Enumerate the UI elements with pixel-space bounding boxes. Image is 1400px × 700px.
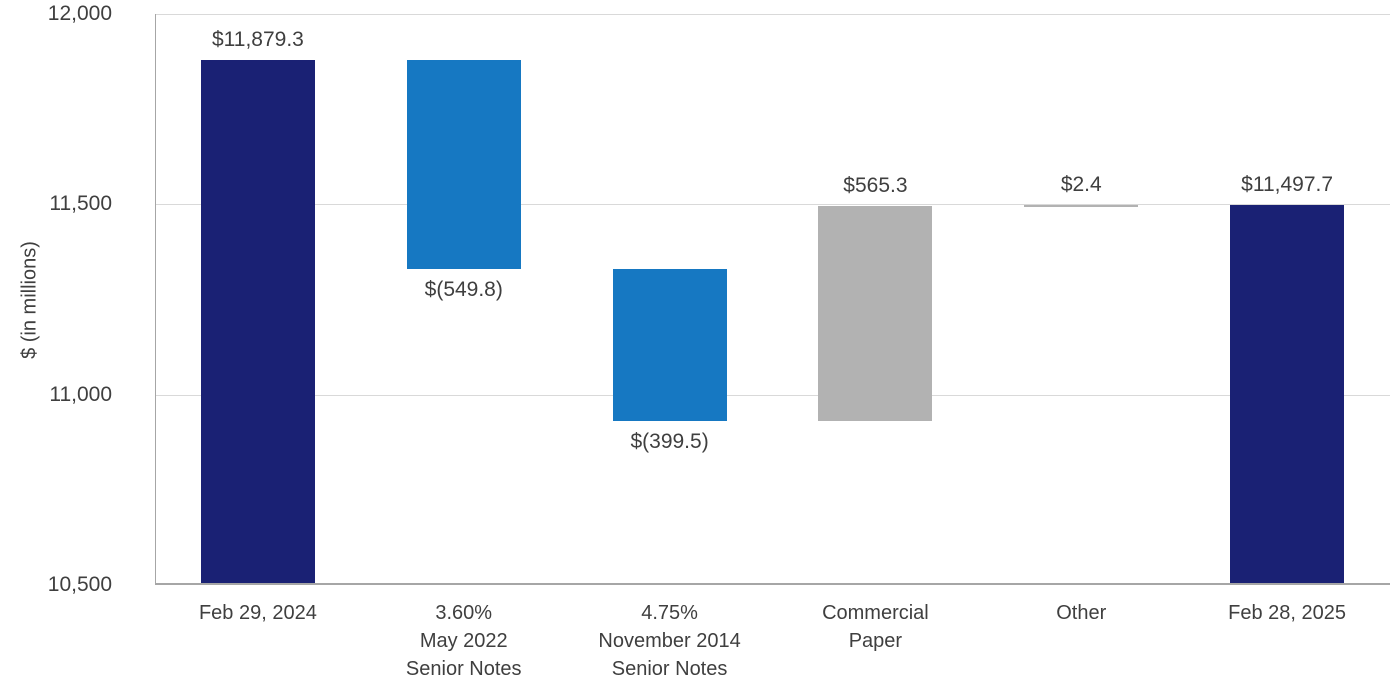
category-line: Feb 28, 2025 <box>1228 602 1346 624</box>
bar-value-label: $2.4 <box>1060 173 1102 197</box>
x-axis-category-label: Feb 29, 2024 <box>155 599 361 627</box>
category-line: Other <box>1056 602 1107 624</box>
bar-value-label: $11,879.3 <box>211 27 304 51</box>
gridline <box>155 394 1390 396</box>
x-axis-category-label: Other <box>978 599 1184 627</box>
category-line: Commercial <box>822 602 929 624</box>
category-line: 3.60% <box>435 602 493 624</box>
category-line: 4.75% <box>641 602 698 624</box>
waterfall-bar-decrease <box>406 59 521 270</box>
bar-value-label: $11,497.7 <box>1241 173 1334 197</box>
x-axis-line <box>155 583 1390 585</box>
plot-area <box>155 14 1390 585</box>
category-line: Senior Notes <box>405 658 522 680</box>
bar-value-label: $(549.8) <box>424 278 503 302</box>
waterfall-bar-total <box>200 59 315 585</box>
gridline <box>155 14 1390 15</box>
y-axis-tick-label: 11,500 <box>49 192 112 216</box>
category-line: Senior Notes <box>611 658 728 680</box>
x-axis-category-label: Feb 28, 2025 <box>1184 599 1390 627</box>
y-axis-tick-label: 12,000 <box>47 2 112 25</box>
y-axis-title: $ (in millions) <box>18 241 41 359</box>
waterfall-bar-decrease <box>612 269 727 422</box>
x-axis-category-label: Commercial Paper <box>773 599 979 655</box>
bar-value-label: $565.3 <box>843 174 908 198</box>
waterfall-bar-increase <box>1024 205 1139 208</box>
bar-value-label: $(399.5) <box>630 430 709 454</box>
category-line: Paper <box>848 630 903 652</box>
gridline <box>155 204 1390 206</box>
x-axis-category-label: 3.60% May 2022 Senior Notes <box>361 599 567 683</box>
category-line: Feb 29, 2024 <box>198 602 317 624</box>
y-axis-tick-label: 11,000 <box>49 382 112 406</box>
y-axis-tick-label: 10,500 <box>47 573 112 596</box>
y-axis-line <box>155 14 156 585</box>
category-line: November 2014 <box>598 630 741 652</box>
waterfall-bar-total <box>1230 205 1345 585</box>
category-line: May 2022 <box>419 630 508 652</box>
waterfall-bar-increase <box>818 206 933 422</box>
x-axis-category-label: 4.75% November 2014 Senior Notes <box>567 599 773 683</box>
